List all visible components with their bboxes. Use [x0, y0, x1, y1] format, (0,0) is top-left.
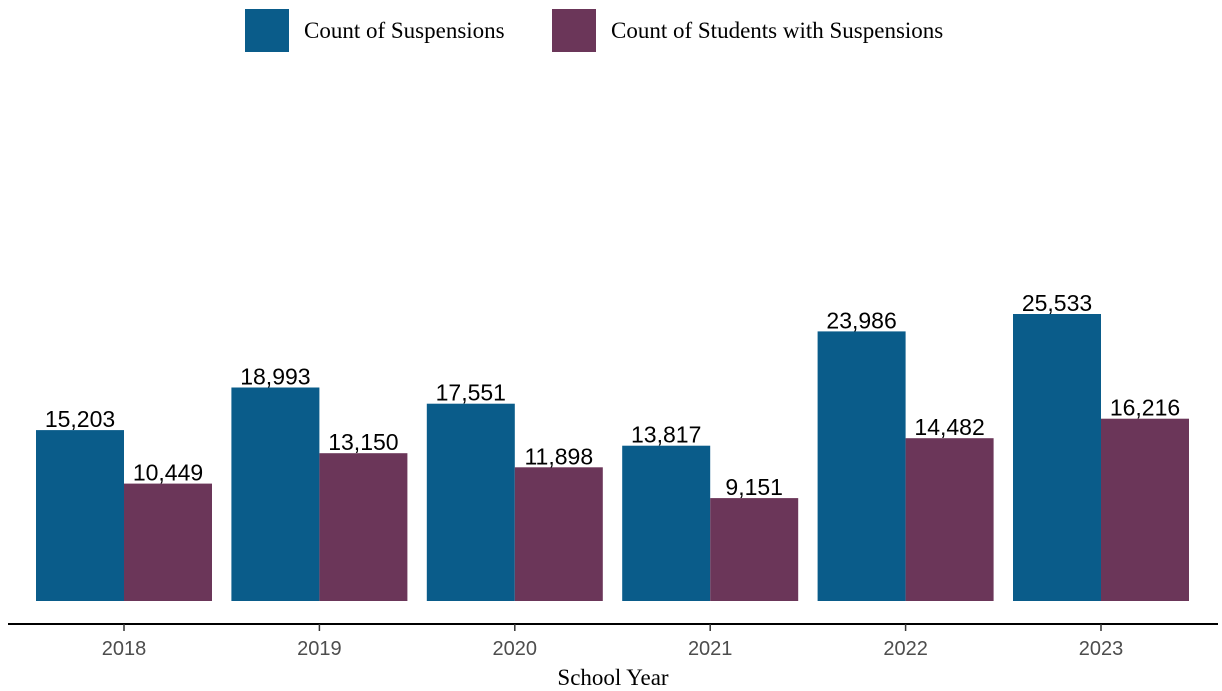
bar-count-of-students-with-suspensions-2019	[319, 453, 408, 601]
legend-label-count-of-suspensions: Count of Suspensions	[304, 18, 505, 43]
legend-swatch-count-of-students-with-suspensions	[552, 9, 596, 52]
bar-count-of-suspensions-2018	[36, 430, 124, 601]
bar-count-of-suspensions-2023	[1013, 314, 1101, 601]
data-label-count-of-suspensions-2021: 13,817	[631, 422, 701, 448]
data-label-count-of-suspensions-2019: 18,993	[240, 364, 310, 390]
data-label-count-of-students-with-suspensions-2019: 13,150	[328, 429, 398, 455]
data-label-count-of-students-with-suspensions-2022: 14,482	[914, 414, 984, 440]
x-tick-label-2018: 2018	[102, 638, 147, 660]
data-label-count-of-suspensions-2020: 17,551	[436, 380, 506, 406]
data-label-count-of-students-with-suspensions-2020: 11,898	[524, 443, 593, 469]
x-tick-label-2021: 2021	[688, 638, 733, 660]
data-label-count-of-students-with-suspensions-2021: 9,151	[725, 474, 783, 500]
data-label-count-of-suspensions-2023: 25,533	[1022, 290, 1092, 316]
bar-count-of-students-with-suspensions-2018	[124, 483, 212, 601]
bar-count-of-students-with-suspensions-2022	[905, 438, 994, 601]
bar-count-of-suspensions-2022	[817, 331, 906, 601]
x-tick-label-2022: 2022	[883, 638, 928, 660]
bar-count-of-students-with-suspensions-2023	[1101, 418, 1189, 601]
x-tick-label-2023: 2023	[1079, 638, 1124, 660]
legend-swatch-count-of-suspensions	[245, 9, 289, 52]
bars-group	[36, 314, 1189, 601]
data-label-count-of-suspensions-2018: 15,203	[45, 406, 115, 432]
bar-count-of-suspensions-2019	[231, 387, 320, 601]
bar-count-of-students-with-suspensions-2021	[710, 498, 799, 601]
legend: Count of Suspensions Count of Students w…	[245, 9, 943, 52]
data-label-count-of-students-with-suspensions-2018: 10,449	[133, 460, 203, 486]
data-labels-group: 15,203 10,449 18,993 13,150 17,551 11,898 13,8…	[45, 290, 1180, 500]
x-axis-title: School Year	[557, 665, 669, 690]
bar-count-of-suspensions-2020	[426, 403, 515, 601]
bar-count-of-students-with-suspensions-2020	[514, 467, 603, 601]
x-tick-label-2020: 2020	[493, 638, 538, 660]
data-label-count-of-suspensions-2022: 23,986	[826, 307, 896, 333]
bar-count-of-suspensions-2021	[622, 445, 711, 601]
x-axis-ticks: 2018 2019 2020 2021 2022 2023	[102, 624, 1124, 660]
data-label-count-of-students-with-suspensions-2023: 16,216	[1110, 395, 1180, 421]
legend-label-count-of-students-with-suspensions: Count of Students with Suspensions	[611, 18, 943, 43]
x-tick-label-2019: 2019	[297, 638, 342, 660]
